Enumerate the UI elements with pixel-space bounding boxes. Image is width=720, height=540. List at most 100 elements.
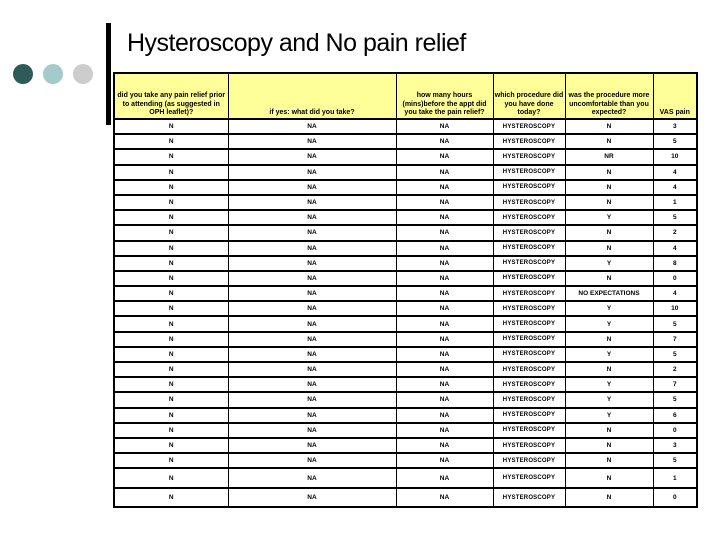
table-cell: NA <box>227 406 397 424</box>
table-row: N NA NA HYSTEROSCOPY Y 7 <box>113 376 698 394</box>
table-cell: 2 <box>652 360 698 379</box>
table-cell: HYSTEROSCOPY <box>492 133 566 151</box>
table-cell: HYSTEROSCOPY <box>492 330 566 348</box>
table-cell: NA <box>227 163 397 181</box>
table-cell: N <box>113 330 229 348</box>
table-cell: 4 <box>652 285 698 303</box>
table-cell: HYSTEROSCOPY <box>492 391 566 409</box>
table-cell: 3 <box>652 117 698 136</box>
decor-circle-gray <box>73 64 93 84</box>
table-row: N NA NA HYSTEROSCOPY N 0 <box>113 486 698 509</box>
table-cell: Y <box>564 406 654 424</box>
table-cell: N <box>113 148 229 166</box>
table-row: N NA NA HYSTEROSCOPY NR 10 <box>113 148 698 166</box>
table-cell: NA <box>395 452 494 470</box>
table-cell: NA <box>227 452 397 470</box>
table-cell: N <box>113 360 229 379</box>
table-cell: HYSTEROSCOPY <box>492 209 566 227</box>
column-header: which procedure did you have done today? <box>492 72 566 120</box>
table-cell: NA <box>395 315 494 333</box>
table-cell: NA <box>395 239 494 257</box>
table-cell: N <box>113 452 229 470</box>
table-cell: NA <box>227 178 397 196</box>
table-cell: Y <box>564 300 654 318</box>
table-cell: HYSTEROSCOPY <box>492 269 566 288</box>
table-body: N NA NA HYSTEROSCOPY N 3 N NA NA HYSTEROSCOPY N 5 N N… <box>113 117 698 509</box>
column-header: did you take any pain relief prior to at… <box>113 72 229 120</box>
table-row: N NA NA HYSTEROSCOPY N 0 <box>113 421 698 439</box>
table-cell: 5 <box>652 452 698 470</box>
table-cell: N <box>564 133 654 151</box>
table-cell: NA <box>227 133 397 151</box>
table-cell: NA <box>395 421 494 439</box>
table-cell: HYSTEROSCOPY <box>492 193 566 212</box>
table-cell: NA <box>227 117 397 136</box>
table-row: N NA NA HYSTEROSCOPY N 1 <box>113 193 698 212</box>
decor-circles <box>13 64 98 84</box>
table-cell: 5 <box>652 391 698 409</box>
table-row: N NA NA HYSTEROSCOPY Y 5 <box>113 391 698 409</box>
table-row: N NA NA HYSTEROSCOPY N 5 <box>113 133 698 151</box>
table-cell: N <box>113 345 229 364</box>
table-cell: 2 <box>652 224 698 242</box>
table-cell: NA <box>395 436 494 455</box>
table-cell: N <box>564 467 654 489</box>
table-cell: Y <box>564 345 654 364</box>
table-cell: HYSTEROSCOPY <box>492 117 566 136</box>
column-header: if yes: what did you take? <box>227 72 397 120</box>
table-cell: NA <box>395 254 494 272</box>
slide-title: Hysteroscopy and No pain relief <box>127 29 466 57</box>
title-accent-bar <box>106 23 111 125</box>
table-row: N NA NA HYSTEROSCOPY N 4 <box>113 163 698 181</box>
table-cell: N <box>113 300 229 318</box>
pain-relief-audit-table: did you take any pain relief prior to at… <box>113 72 698 509</box>
table-cell: N <box>113 406 229 424</box>
table-cell: NA <box>227 254 397 272</box>
table-cell: N <box>564 239 654 257</box>
table-cell: N <box>564 360 654 379</box>
table-cell: NA <box>395 376 494 394</box>
table-row: N NA NA HYSTEROSCOPY N 3 <box>113 117 698 136</box>
table-cell: N <box>113 436 229 455</box>
table-cell: NA <box>227 421 397 439</box>
table-cell: N <box>113 285 229 303</box>
table-cell: N <box>113 178 229 196</box>
table-cell: Y <box>564 391 654 409</box>
table-cell: HYSTEROSCOPY <box>492 345 566 364</box>
table-cell: NA <box>395 486 494 509</box>
table-cell: NA <box>227 315 397 333</box>
table-cell: 5 <box>652 209 698 227</box>
table-cell: NA <box>227 148 397 166</box>
table-cell: 4 <box>652 178 698 196</box>
table-cell: N <box>113 209 229 227</box>
table-cell: N <box>113 376 229 394</box>
table-cell: N <box>564 421 654 439</box>
table-cell: N <box>564 452 654 470</box>
table-cell: NA <box>227 436 397 455</box>
table-cell: HYSTEROSCOPY <box>492 376 566 394</box>
table-cell: NA <box>395 360 494 379</box>
table-row: N NA NA HYSTEROSCOPY Y 5 <box>113 315 698 333</box>
table-cell: NA <box>227 209 397 227</box>
table-row: N NA NA HYSTEROSCOPY Y 5 <box>113 209 698 227</box>
table-cell: N <box>113 117 229 136</box>
table-cell: HYSTEROSCOPY <box>492 436 566 455</box>
table-cell: N <box>564 436 654 455</box>
table-cell: N <box>564 178 654 196</box>
table-cell: Y <box>564 254 654 272</box>
table-cell: NA <box>395 224 494 242</box>
table-cell: HYSTEROSCOPY <box>492 285 566 303</box>
table-cell: NA <box>227 285 397 303</box>
table-cell: NA <box>395 467 494 489</box>
table-cell: 10 <box>652 300 698 318</box>
table-cell: NA <box>395 133 494 151</box>
table-cell: NA <box>395 330 494 348</box>
table-cell: N <box>113 163 229 181</box>
table-cell: NA <box>227 345 397 364</box>
table-cell: N <box>564 193 654 212</box>
table-cell: HYSTEROSCOPY <box>492 178 566 196</box>
table-row: N NA NA HYSTEROSCOPY Y 6 <box>113 406 698 424</box>
table-cell: N <box>564 224 654 242</box>
table-cell: NA <box>227 360 397 379</box>
